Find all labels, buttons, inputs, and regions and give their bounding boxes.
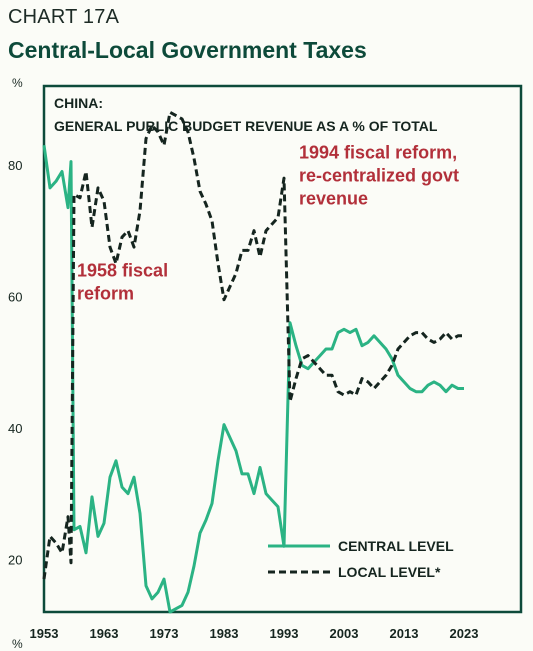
x-tick-label: 1983 bbox=[210, 626, 239, 641]
y-axis: 20 40 60 80 bbox=[8, 158, 22, 568]
annotation-text: revenue bbox=[299, 188, 368, 208]
annotation-layer: 1958 fiscal reform 1994 fiscal reform, re-c… bbox=[77, 142, 459, 303]
annotation-text: reform bbox=[77, 284, 134, 304]
chart-inner-title: CHINA: bbox=[54, 95, 103, 111]
legend-label: CENTRAL LEVEL bbox=[338, 538, 454, 554]
plot-frame bbox=[42, 84, 523, 614]
annotation-text: 1994 fiscal reform, bbox=[299, 142, 457, 162]
central-level-line bbox=[42, 144, 464, 614]
x-axis: 1953 1963 1973 1983 1993 2003 2013 2023 bbox=[30, 626, 479, 641]
x-tick-label: 1973 bbox=[150, 626, 179, 641]
chart-number: CHART 17A bbox=[8, 6, 120, 28]
x-tick-label: 2003 bbox=[330, 626, 359, 641]
chart-inner-subtitle: GENERAL PUBLIC BUDGET REVENUE AS A % OF … bbox=[54, 118, 438, 134]
annotation-text: 1958 fiscal bbox=[77, 261, 168, 281]
series-layer bbox=[42, 110, 464, 614]
y-unit-label-bottom: % bbox=[12, 637, 23, 651]
legend-label: LOCAL LEVEL* bbox=[338, 564, 441, 580]
y-tick-label: 40 bbox=[8, 421, 22, 436]
y-unit-label-top: % bbox=[12, 76, 23, 90]
y-tick-label: 60 bbox=[8, 289, 22, 304]
y-tick-label: 80 bbox=[8, 158, 22, 173]
local-level-line bbox=[42, 110, 464, 580]
x-tick-label: 2013 bbox=[390, 626, 419, 641]
y-tick-label: 20 bbox=[8, 552, 22, 567]
x-tick-label: 1963 bbox=[90, 626, 119, 641]
legend: CENTRAL LEVEL LOCAL LEVEL* bbox=[268, 538, 454, 580]
x-tick-label: 1953 bbox=[30, 626, 59, 641]
annotation-text: re-centralized govt bbox=[299, 165, 459, 185]
chart-title: Central-Local Government Taxes bbox=[8, 37, 367, 63]
x-tick-label: 1993 bbox=[270, 626, 299, 641]
x-tick-label: 2023 bbox=[450, 626, 479, 641]
